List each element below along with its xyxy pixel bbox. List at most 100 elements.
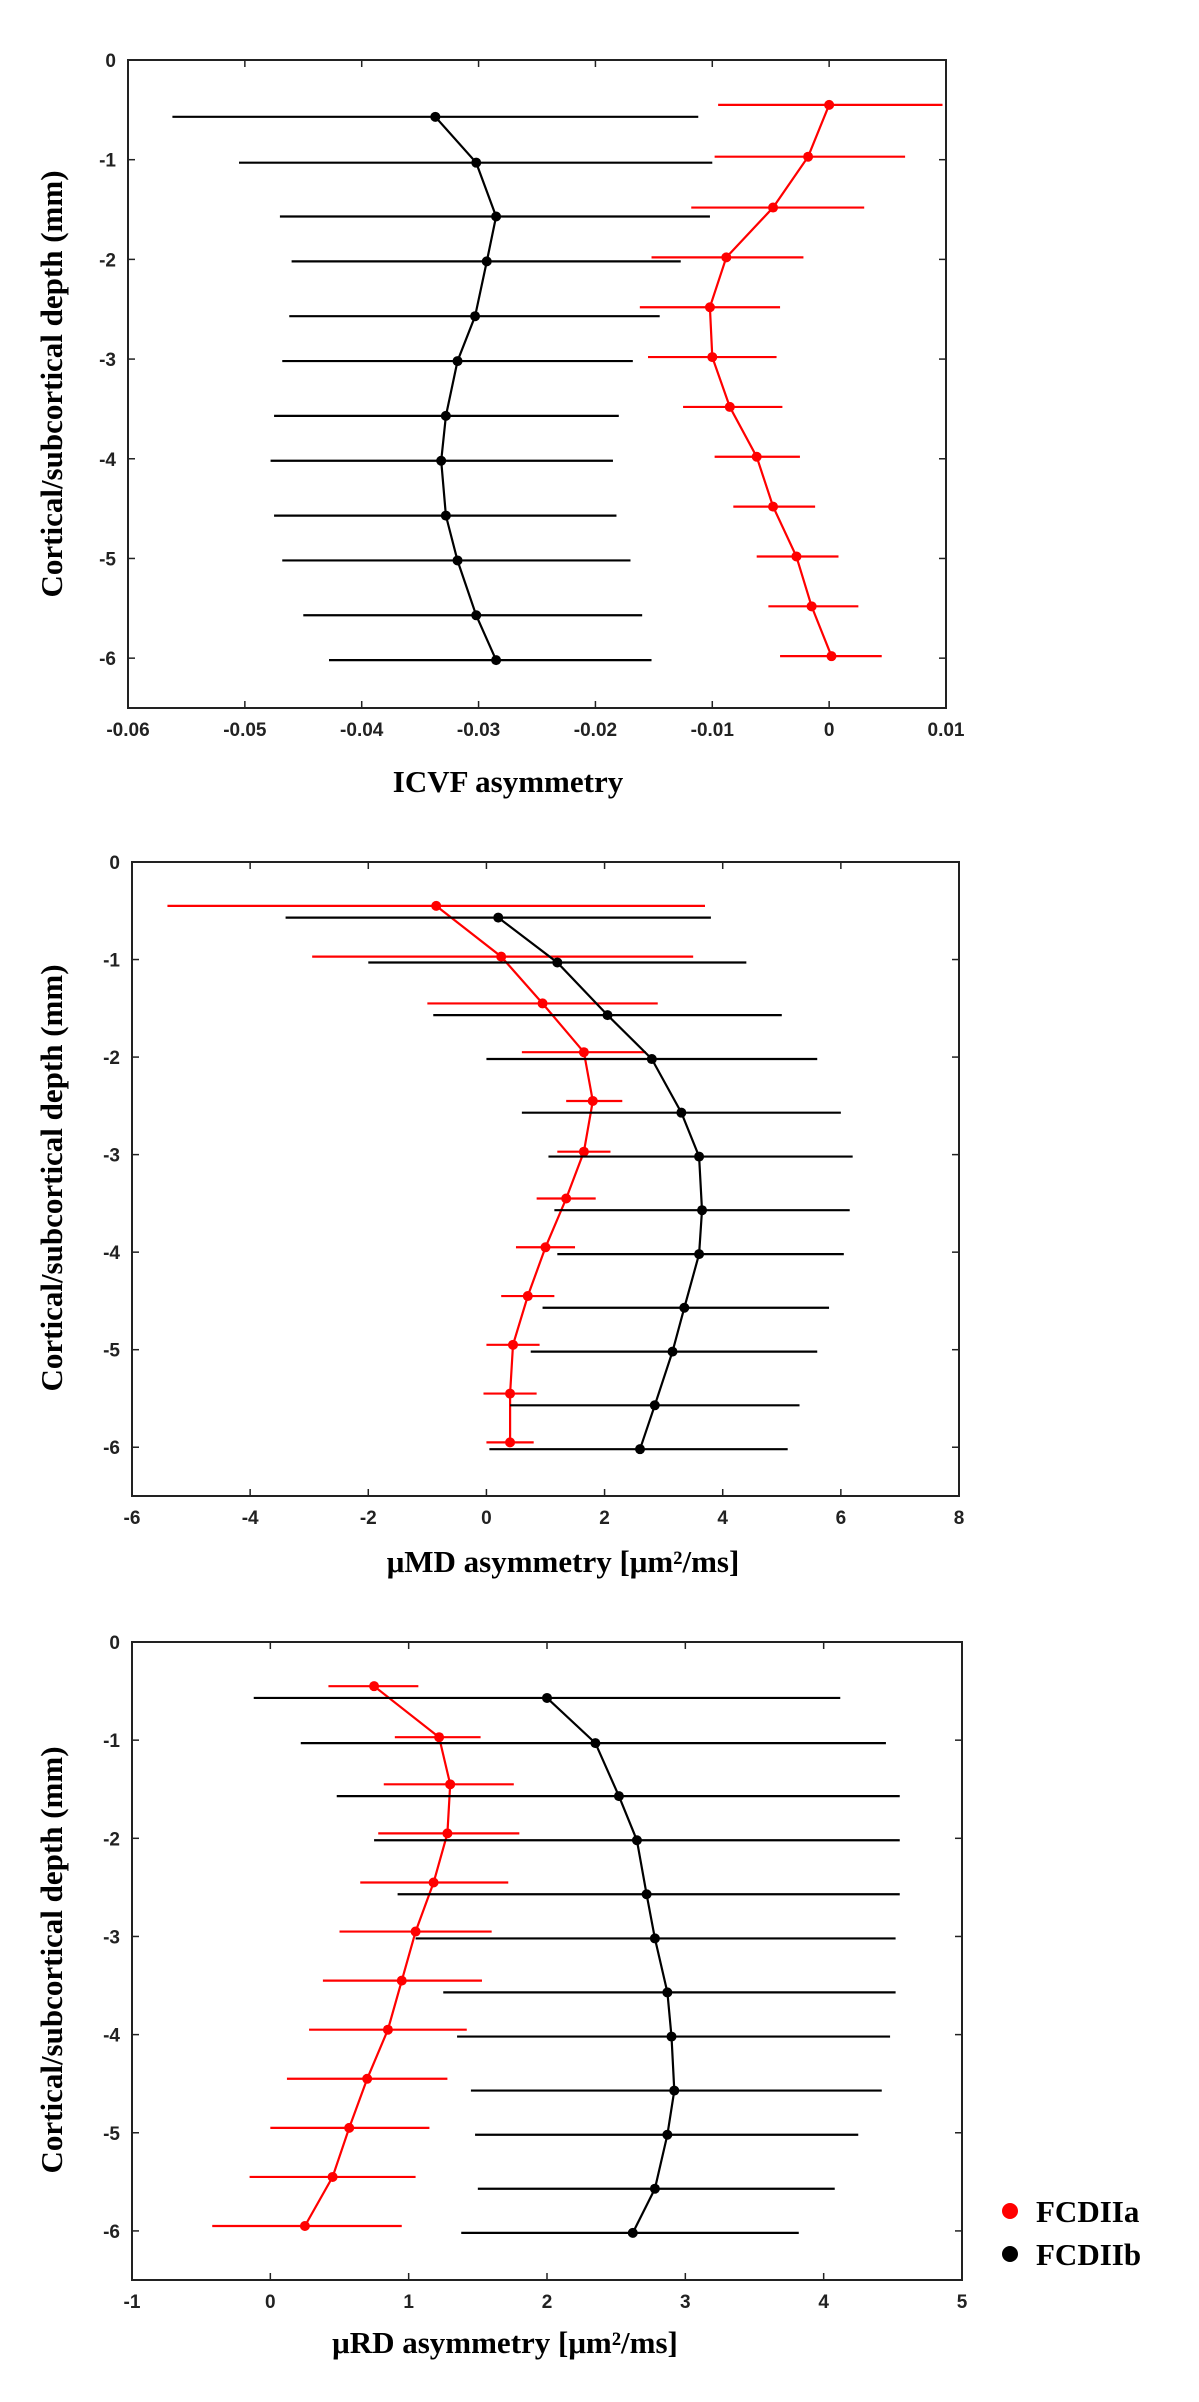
data-point <box>627 2227 638 2238</box>
data-point <box>707 352 718 363</box>
data-point <box>578 1146 589 1157</box>
data-point <box>824 99 835 110</box>
series-line <box>497 916 704 1450</box>
x-tick-label: 4 <box>717 1508 728 1529</box>
data-point <box>667 1346 678 1357</box>
data-point <box>470 311 481 322</box>
data-point <box>649 2183 660 2194</box>
data-point <box>491 655 502 666</box>
data-point <box>362 2073 373 2084</box>
data-point <box>552 957 563 968</box>
y-tick-label: -4 <box>103 2026 120 2047</box>
x-tick-label: -6 <box>124 1508 141 1529</box>
x-tick-label: -0.01 <box>691 720 735 741</box>
data-point <box>440 410 451 421</box>
x-axis-label: ICVF asymmetry <box>393 764 624 799</box>
x-axis-label: μRD asymmetry [μm²/ms] <box>332 2325 678 2360</box>
series-fcdiib <box>172 111 713 666</box>
data-point <box>428 1877 439 1888</box>
data-point <box>396 1975 407 1986</box>
data-point <box>649 1400 660 1411</box>
y-tick-label: -4 <box>103 1243 120 1264</box>
y-tick-label: -5 <box>103 2124 120 2145</box>
data-point <box>768 501 779 512</box>
legend-label-fcdiib: FCDIIb <box>1036 2237 1141 2272</box>
y-tick-label: 0 <box>105 51 116 72</box>
data-point <box>431 900 442 911</box>
y-tick-label: 0 <box>109 853 120 874</box>
data-point <box>540 1242 551 1253</box>
x-axis-ticks: -1 0 1 2 3 4 5 <box>124 1642 968 2313</box>
data-point <box>369 1681 380 1692</box>
x-tick-label: -2 <box>360 1508 377 1529</box>
x-tick-label: 5 <box>957 2292 968 2313</box>
data-point <box>587 1095 598 1106</box>
y-tick-label: -1 <box>99 151 116 172</box>
data-point <box>590 1738 601 1749</box>
x-tick-label: 2 <box>599 1508 610 1529</box>
data-point <box>440 510 451 521</box>
x-tick-label: -1 <box>124 2292 141 2313</box>
data-point <box>445 1779 456 1790</box>
y-axis-label: Cortical/subcortical depth (mm) <box>34 170 69 597</box>
x-tick-label: -0.05 <box>223 720 267 741</box>
y-tick-label: -3 <box>103 1927 120 1948</box>
x-axis-ticks: -0.06 -0.05 -0.04 -0.03 -0.02 -0.01 0 0.01 <box>106 60 965 741</box>
y-tick-label: -4 <box>99 450 116 471</box>
data-point <box>410 1926 421 1937</box>
data-point <box>508 1339 519 1350</box>
legend-marker-fcdiia <box>1002 2203 1018 2219</box>
data-point <box>826 651 837 662</box>
series-line <box>708 104 833 657</box>
x-tick-label: 3 <box>680 2292 691 2313</box>
series-fcdiia <box>167 900 705 1448</box>
y-tick-label: -6 <box>103 1438 120 1459</box>
y-tick-label: -3 <box>99 350 116 371</box>
plot-frame <box>131 1641 963 2281</box>
data-point <box>561 1193 572 1204</box>
data-point <box>327 2171 338 2182</box>
series-fcdiia <box>212 1681 520 2232</box>
data-point <box>721 252 732 263</box>
x-tick-label: 4 <box>818 2292 829 2313</box>
data-point <box>666 2031 677 2042</box>
data-point <box>442 1828 453 1839</box>
data-point <box>578 1047 589 1058</box>
data-point <box>662 2129 673 2140</box>
y-tick-label: -2 <box>103 1829 120 1850</box>
plot-frame <box>131 861 960 1497</box>
data-point <box>697 1205 708 1216</box>
data-point <box>382 2024 393 2035</box>
y-tick-label: -6 <box>99 649 116 670</box>
data-point <box>641 1889 652 1900</box>
data-point <box>505 1437 516 1448</box>
series-fcdiia <box>639 99 943 662</box>
data-point <box>452 356 463 367</box>
data-point <box>522 1291 533 1302</box>
data-point <box>542 1692 552 1703</box>
legend-label-fcdiia: FCDIIa <box>1036 2194 1140 2229</box>
series-fcdiib <box>285 912 853 1455</box>
data-point <box>669 2085 680 2096</box>
data-point <box>430 111 441 122</box>
y-axis-ticks: 0 -1 -2 -3 -4 -5 -6 <box>103 1633 962 2243</box>
y-axis-label: Cortical/subcortical depth (mm) <box>34 1746 69 2173</box>
data-point <box>471 610 482 621</box>
x-tick-label: -0.03 <box>457 720 500 741</box>
data-point <box>434 1732 445 1743</box>
chart-marks <box>172 99 943 666</box>
y-tick-label: -3 <box>103 1146 120 1167</box>
data-point <box>806 601 817 612</box>
data-point <box>481 256 492 267</box>
data-point <box>724 401 735 412</box>
x-axis-label: μMD asymmetry [μm²/ms] <box>387 1544 740 1579</box>
x-tick-label: 8 <box>954 1508 965 1529</box>
data-point <box>646 1054 657 1065</box>
legend: FCDIIa FCDIIb <box>1002 2194 1141 2272</box>
chart-marks <box>212 1681 900 2238</box>
chart-marks <box>167 900 853 1455</box>
x-tick-label: 0.01 <box>928 720 965 741</box>
data-point <box>631 1835 642 1846</box>
data-point <box>751 451 762 462</box>
x-tick-label: -0.06 <box>106 720 149 741</box>
